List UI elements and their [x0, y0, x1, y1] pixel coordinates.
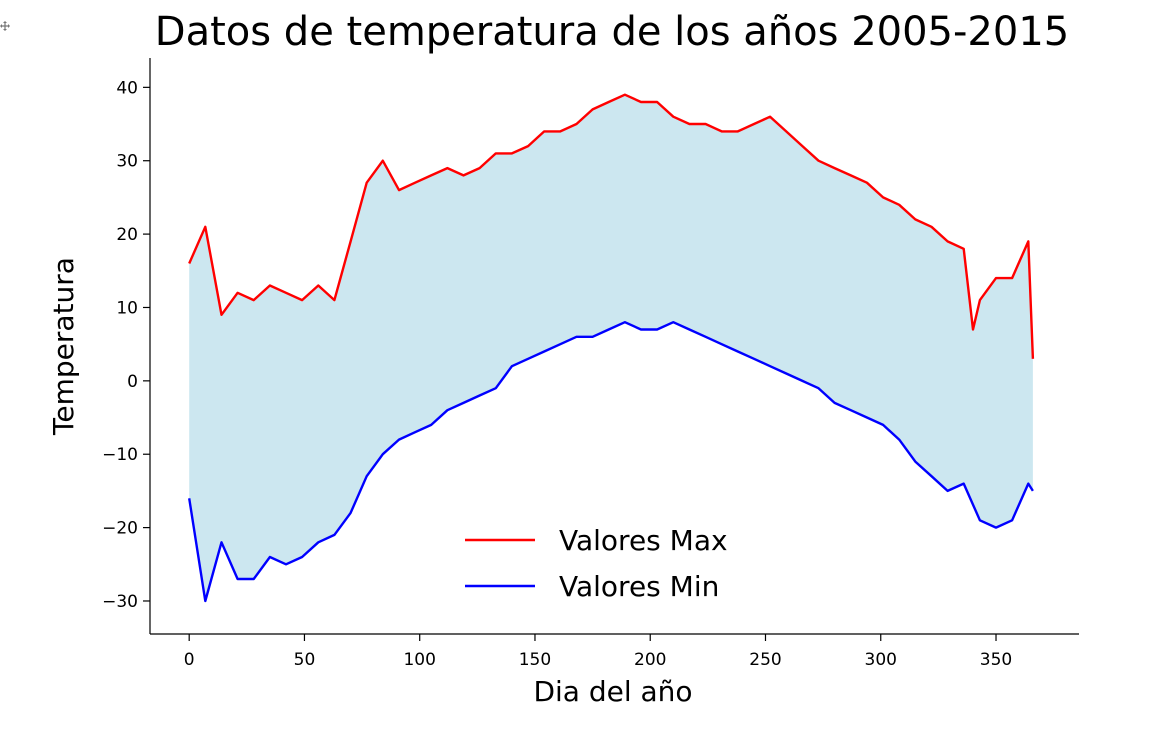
y-tick-label: −20	[102, 519, 138, 539]
y-tick-label: −10	[102, 445, 138, 465]
x-tick-label: 250	[749, 650, 781, 670]
x-tick-label: 0	[184, 650, 195, 670]
series-line-max	[188, 93, 1035, 359]
x-tick-label: 100	[403, 650, 435, 670]
legend-label: Valores Max	[559, 524, 728, 557]
chart-title: Datos de temperatura de los años 2005-20…	[155, 9, 1069, 55]
y-tick-label: 30	[116, 152, 138, 172]
plot-area: 0 50 100 150 200 250 300 350−30−20−10010203040 …	[102, 58, 1079, 670]
x-axis-label: Dia del año	[533, 675, 692, 708]
expand-arrows-icon[interactable]	[0, 16, 10, 31]
legend-label: Valores Min	[559, 570, 719, 603]
series-line-min	[188, 321, 1034, 603]
y-axis-label: Temperatura	[47, 257, 80, 436]
legend: Valores Max Valores Min	[465, 524, 728, 603]
axes: 0 50 100 150 200 250 300 350 −30 −20 −10 0 10 20 30 40	[102, 58, 1079, 670]
x-tick-label: 300	[865, 650, 897, 670]
y-tick-label: 0	[127, 372, 138, 392]
x-tick-label: 150	[519, 650, 551, 670]
x-tick-label: 200	[634, 650, 666, 670]
y-tick-label: 20	[116, 225, 138, 245]
min-max-fill	[189, 94, 1033, 601]
y-tick-label: 10	[116, 298, 138, 318]
x-tick-label: 50	[294, 650, 316, 670]
y-tick-label: 40	[116, 78, 138, 98]
y-tick-label: −30	[102, 592, 138, 612]
x-tick-label: 350	[980, 650, 1012, 670]
